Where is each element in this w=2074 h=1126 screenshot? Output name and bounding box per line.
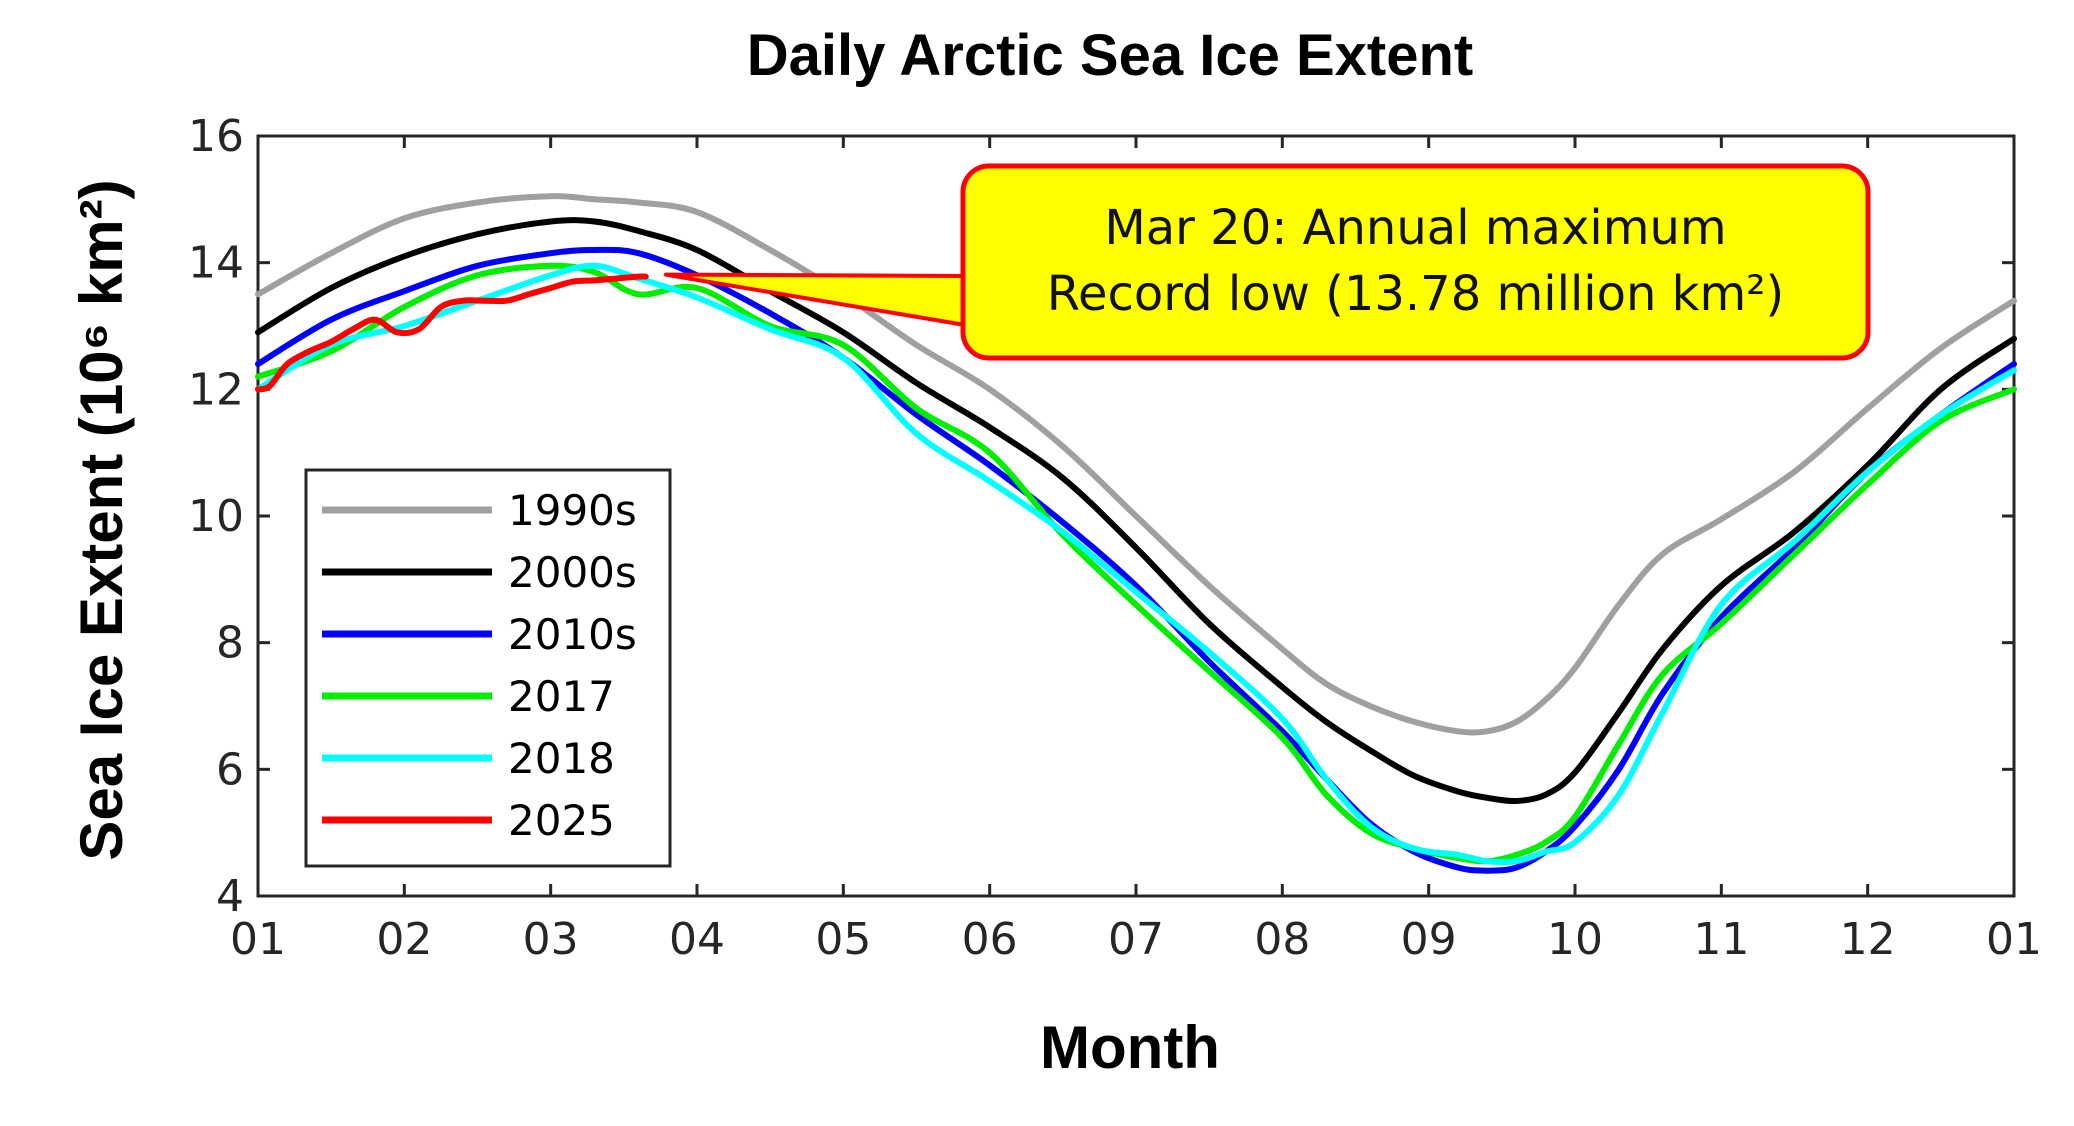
x-tick-label: 08	[1254, 914, 1310, 965]
x-tick-label: 11	[1693, 914, 1749, 965]
y-tick-label: 8	[216, 618, 244, 669]
legend-entry-label: 2010s	[508, 610, 637, 659]
series-line-1990s	[255, 193, 2017, 736]
callout-seam	[966, 266, 986, 336]
y-tick-label: 14	[188, 238, 244, 289]
legend-box	[304, 468, 672, 868]
x-tick-label: 09	[1401, 914, 1457, 965]
y-tick-label: 12	[188, 364, 244, 415]
x-tick-label: 03	[523, 914, 579, 965]
axis-ticks: 4 6 8 10 12 14 16 01 02 03 04 05 06 07 08 09 10 11 12 01	[188, 111, 2042, 965]
x-tick-label: 01	[1986, 914, 2042, 965]
annotation-callout: Mar 20: Annual maximum Record low (13.78 …	[663, 163, 1871, 361]
callout-box	[960, 163, 1871, 361]
chart-title: Daily Arctic Sea Ice Extent	[747, 23, 1473, 88]
series-line-2017	[255, 262, 2017, 865]
series-line-2018	[255, 262, 2017, 866]
legend-entry-label: 2000s	[508, 548, 637, 597]
y-axis-label: Sea Ice Extent (10⁶ km²)	[68, 179, 135, 860]
x-tick-label: 05	[815, 914, 871, 965]
series-lines	[255, 193, 2017, 874]
legend: 1990s 2000s 2010s 2017 2018 2025	[304, 468, 672, 868]
legend-entry-label: 1990s	[508, 486, 637, 535]
series-line-2025	[255, 273, 649, 393]
legend-entry-label: 2025	[508, 796, 615, 845]
callout-line-2: Record low (13.78 million km²)	[1047, 266, 1784, 322]
legend-entry-label: 2018	[508, 734, 615, 783]
callout-line-1: Mar 20: Annual maximum	[1104, 200, 1726, 256]
x-tick-label: 06	[962, 914, 1018, 965]
legend-entry-label: 2017	[508, 672, 615, 721]
series-line-2000s	[255, 217, 2017, 805]
x-tick-label: 10	[1547, 914, 1603, 965]
x-tick-label: 01	[230, 914, 286, 965]
x-tick-label: 04	[669, 914, 725, 965]
y-tick-label: 10	[188, 491, 244, 542]
x-axis-label: Month	[1040, 1014, 1220, 1081]
y-tick-label: 4	[216, 871, 244, 922]
y-tick-label: 16	[188, 111, 244, 162]
x-tick-label: 12	[1840, 914, 1896, 965]
y-tick-label: 6	[216, 744, 244, 795]
x-tick-label: 02	[376, 914, 432, 965]
x-tick-label: 07	[1108, 914, 1164, 965]
